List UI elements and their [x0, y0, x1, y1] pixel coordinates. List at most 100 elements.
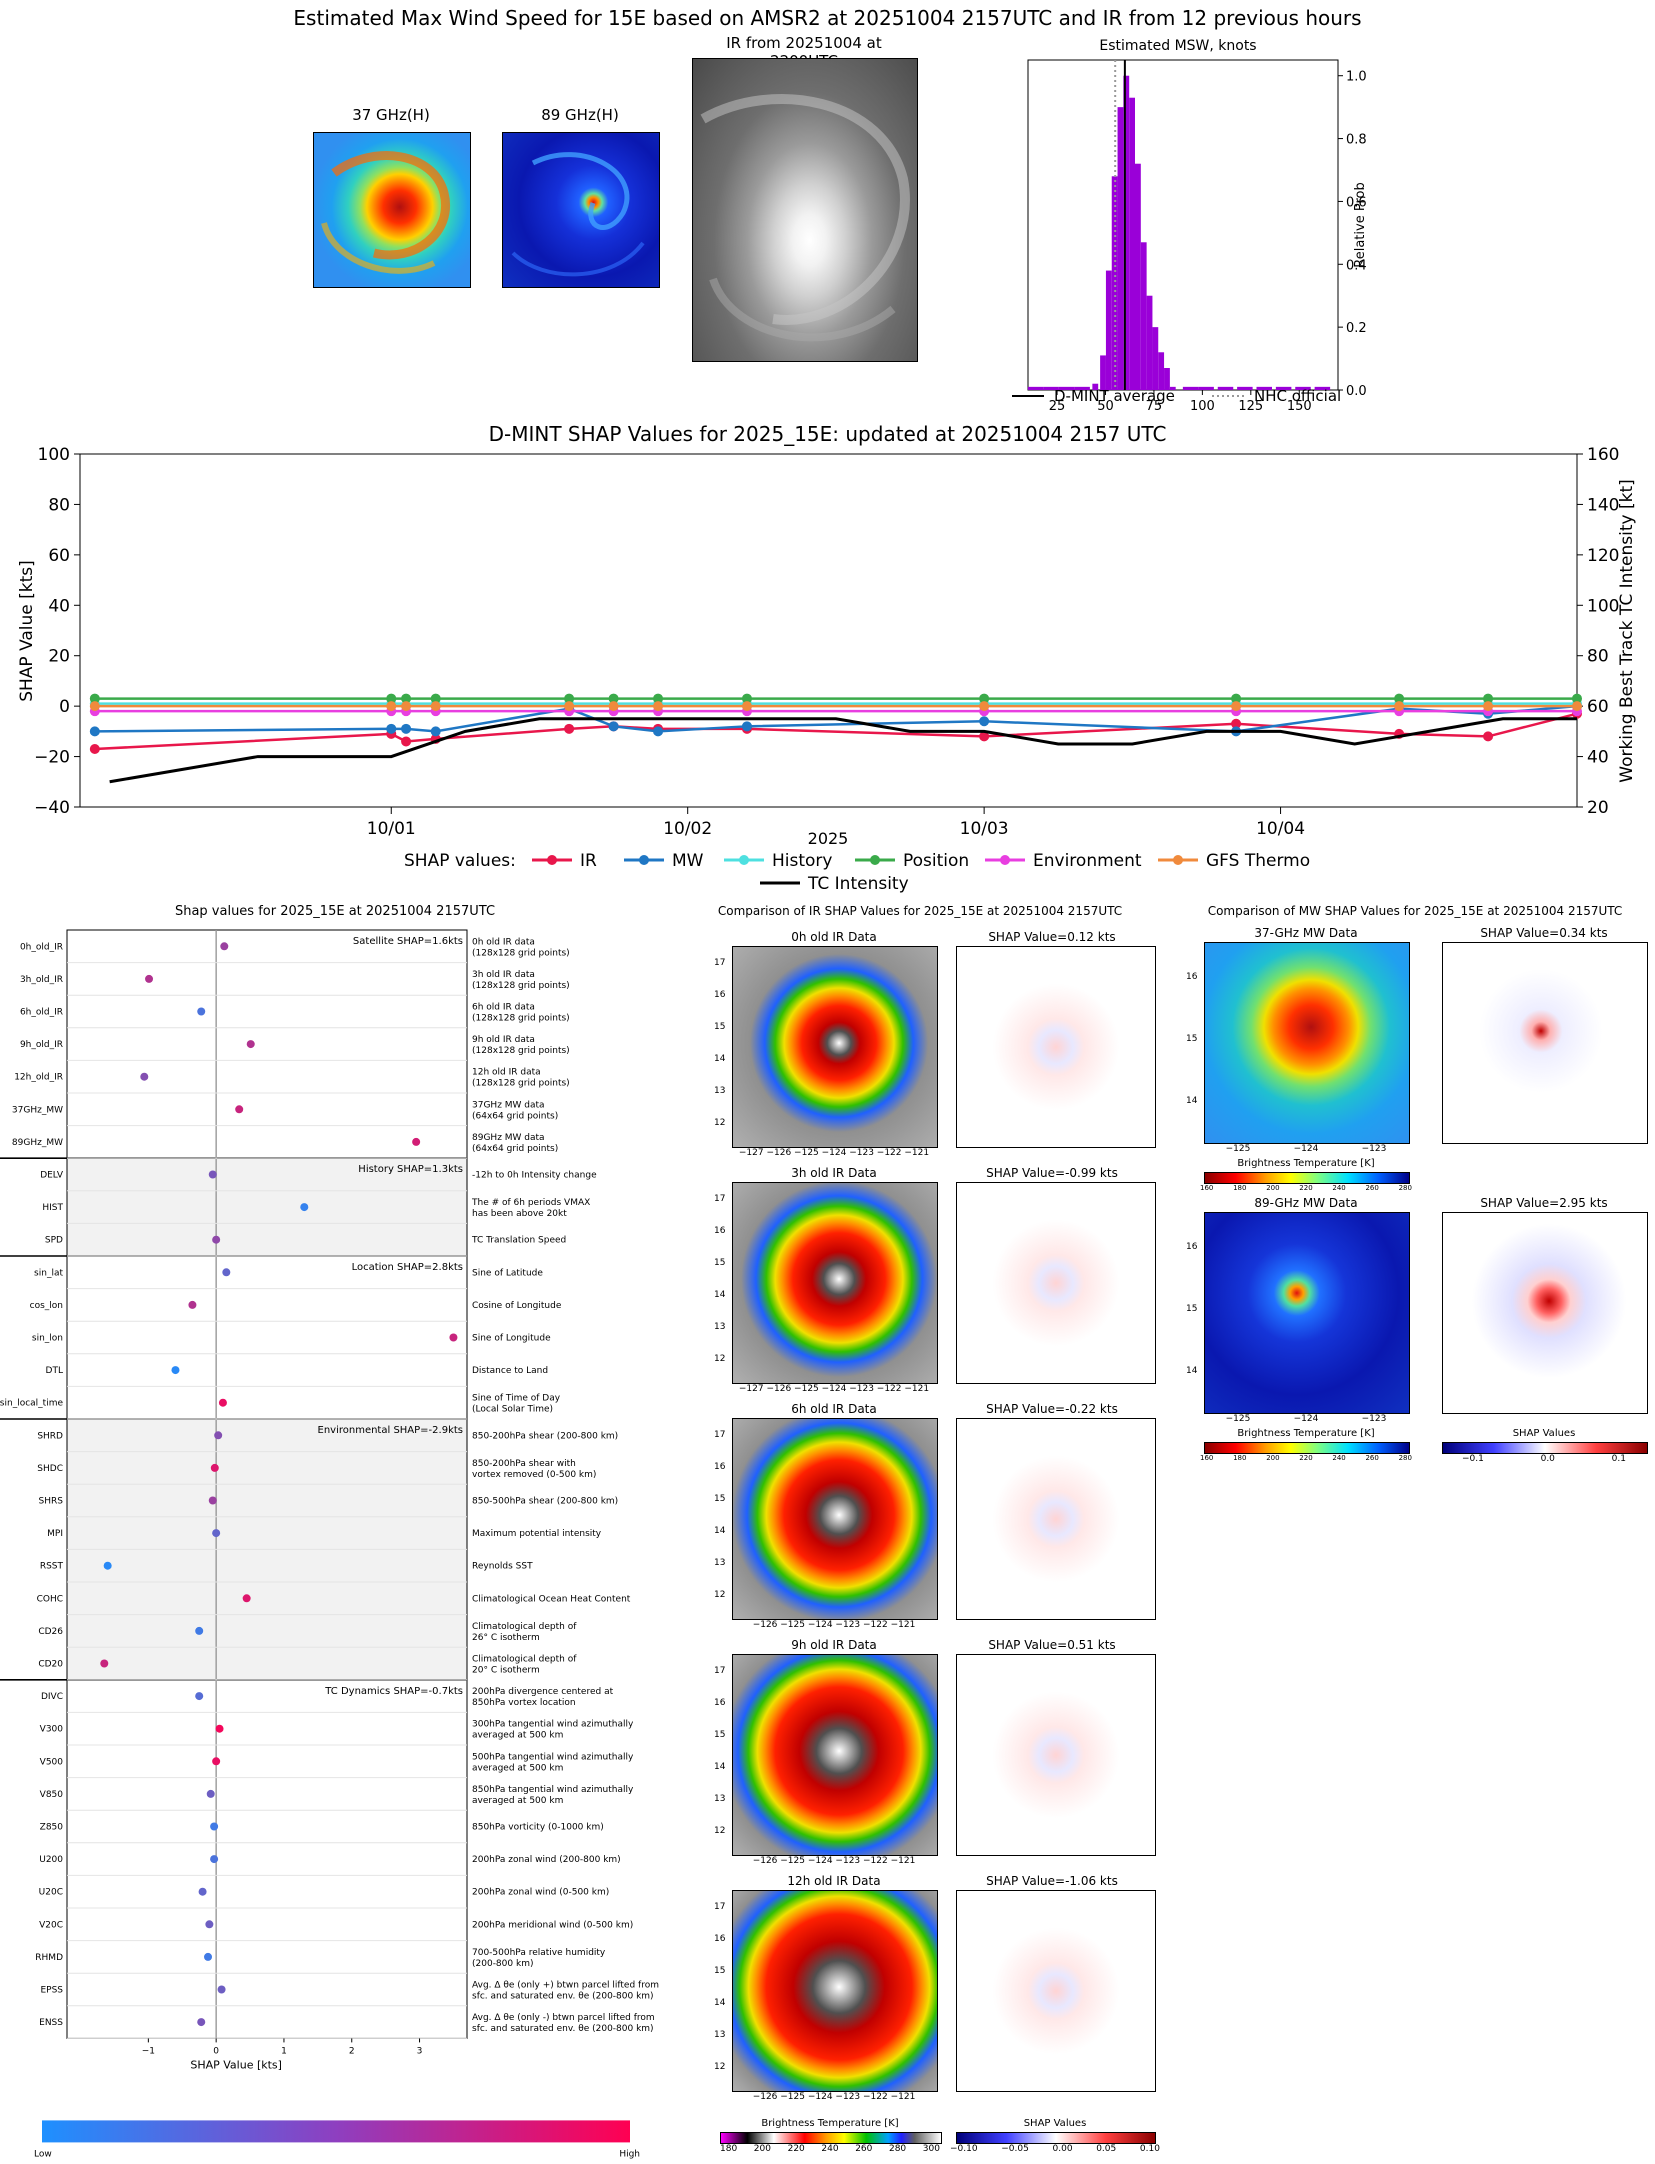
- ts-ytick-left-label: −40: [34, 798, 70, 818]
- mw-cbar-tick: 160: [1200, 1454, 1214, 1462]
- shap-feature-desc: (200-800 km): [472, 1959, 533, 1969]
- ir-ytick-label: 12: [714, 2062, 726, 2072]
- ir-ytick-label: 15: [714, 1258, 726, 1268]
- timeseries-frame: [79, 453, 1578, 808]
- ts-point-ir: [1483, 731, 1494, 742]
- ts-point-position: [1483, 693, 1494, 704]
- histogram-bar-0: [1027, 386, 1044, 390]
- ir-ytick-label: 16: [714, 1462, 726, 1472]
- shap-group-label: History SHAP=1.3kts: [358, 1164, 463, 1175]
- shap-feature-name: MPI: [47, 1529, 63, 1539]
- ir-ytick-label: 13: [714, 1086, 726, 1096]
- mw-cbar-ticks: 160 180 200 220 240 260 280: [1200, 1454, 1412, 1462]
- legend-nhc-label: NHC official: [1254, 387, 1341, 405]
- shap-feature-desc: Sine of Latitude: [472, 1268, 543, 1278]
- ts-ytick-left-label: 60: [48, 546, 70, 566]
- ts-line-tc-intensity: [109, 717, 1577, 784]
- shap-feature-name: V500: [40, 1757, 64, 1767]
- mw-cbar-tick: 260: [1365, 1454, 1379, 1462]
- shap-feature-desc: 9h old IR data: [472, 1035, 535, 1045]
- ts-ytick-left-label: 20: [48, 647, 70, 667]
- shap-feature-point: [300, 1203, 309, 1212]
- mw-panel-image: [1204, 942, 1410, 1144]
- shap-feature-name: RHMD: [35, 1953, 63, 1963]
- ir-cbar-tick: 260: [855, 2144, 873, 2154]
- ts-point-mw: [430, 726, 441, 737]
- ir-shap-label: SHAP Value=-1.06 kts: [986, 1874, 1118, 1888]
- shap-feature-name: sin_lon: [32, 1334, 63, 1344]
- shap-feature-name: SHRS: [39, 1497, 64, 1507]
- shap-feature-name: 6h_old_IR: [20, 1008, 63, 1018]
- shap-feature-point: [208, 1170, 217, 1179]
- shap-feature-desc: 850hPa vortex location: [472, 1698, 576, 1708]
- shap-feature-name: SHRD: [37, 1431, 63, 1441]
- ir-ytick-label: 15: [714, 1494, 726, 1504]
- histogram-bar-5: [1100, 355, 1106, 390]
- shap-feature-desc: -12h to 0h Intensity change: [472, 1171, 597, 1181]
- ts-point-gfs-thermo: [401, 701, 412, 712]
- ts-point-gfs-thermo: [386, 701, 397, 712]
- ts-point-position: [1231, 693, 1242, 704]
- ir-compare-row: 6h old IR Data SHAP Value=-0.22 kts 17 16 15…: [660, 1392, 1180, 1630]
- ir-shap-image: [956, 1182, 1156, 1384]
- histogram-bar-8: [1117, 107, 1124, 391]
- mw-shap-label: SHAP Value=2.95 kts: [1480, 1196, 1608, 1210]
- mw37-thumbnail: [313, 132, 471, 288]
- shap-feature-name: V20C: [39, 1920, 63, 1930]
- ts-ytick-right-label: 20: [1587, 798, 1609, 818]
- ir-shap-cbar-tick: 0.00: [1052, 2144, 1073, 2154]
- ir-ytick-label: 14: [714, 1054, 726, 1064]
- histogram-ytick-label: 0.6: [1346, 195, 1367, 210]
- ir-ytick-label: 16: [714, 1226, 726, 1236]
- mw-xtick: −125: [1225, 1414, 1251, 1424]
- ts-point-ir: [1231, 718, 1242, 729]
- shap-feature-desc: (64x64 grid points): [472, 1144, 558, 1154]
- shap-feature-desc: Climatological depth of: [472, 1622, 577, 1632]
- shap-feature-point: [171, 1366, 180, 1375]
- shap-feature-name: ENSS: [39, 2018, 63, 2028]
- ts-ytick-right-label: 100: [1587, 596, 1619, 616]
- shap-feature-name: Z850: [40, 1823, 64, 1833]
- histogram-frame: [1027, 59, 1339, 391]
- ir-panel-label: 3h old IR Data: [791, 1166, 877, 1180]
- ts-ytick-right-label: 40: [1587, 748, 1609, 768]
- mw37-spiral: [321, 151, 450, 274]
- mw-compare-title: Comparison of MW SHAP Values for 2025_15…: [1207, 904, 1623, 918]
- shap-feature-desc: averaged at 500 km: [472, 1731, 563, 1741]
- ts-point-gfs-thermo: [1231, 701, 1242, 712]
- shap-group-bg: [67, 1256, 467, 1419]
- shap-feature-name: 37GHz_MW: [12, 1105, 63, 1115]
- mw-ytick-label: 15: [1186, 1034, 1198, 1044]
- ir-shap-cbar-ticks: −0.10 −0.05 0.00 0.05 0.10: [950, 2144, 1160, 2154]
- ts-point-position: [430, 693, 441, 704]
- mw-cbar-tick: 280: [1398, 1184, 1412, 1192]
- shap-group-bg: [67, 930, 467, 1159]
- shap-feature-desc: 200hPa zonal wind (200-800 km): [472, 1855, 621, 1865]
- shap-feature-desc: 300hPa tangential wind azimuthally: [472, 1720, 634, 1730]
- page-title: Estimated Max Wind Speed for 15E based o…: [293, 6, 1362, 30]
- ir-thumbnail: [692, 58, 918, 362]
- ir-cbar-tick: 180: [720, 2144, 738, 2154]
- histogram-ytick-label: 0.4: [1346, 258, 1367, 273]
- ir-shap-image: [956, 1890, 1156, 2092]
- ir-shap-image: [956, 1418, 1156, 1620]
- ts-point-position: [608, 693, 619, 704]
- ir-cbar-tick: 220: [787, 2144, 805, 2154]
- shap-xtick-label: 2: [349, 2046, 355, 2056]
- timeseries-lines: [89, 693, 1582, 784]
- ts-ytick-left-label: 0: [59, 697, 70, 717]
- shap-feature-name: DIVC: [41, 1692, 63, 1702]
- shap-feature-desc: 26° C isotherm: [472, 1633, 540, 1643]
- ts-ytick-left-label: −20: [34, 748, 70, 768]
- mw-cbar: [1204, 1442, 1410, 1454]
- timeseries-ylabel-right: Working Best Track TC Intensity [kt]: [1617, 479, 1637, 783]
- ts-point-gfs-thermo: [1394, 701, 1405, 712]
- shap-feature-desc: Avg. Δ θe (only -) btwn parcel lifted fr…: [472, 2013, 655, 2023]
- shap-feature-name: SHDC: [37, 1464, 63, 1474]
- mw-cbar-tick: 180: [1233, 1184, 1247, 1192]
- shap-feature-point: [103, 1561, 112, 1570]
- ts-point-position: [401, 693, 412, 704]
- shap-feature-point: [212, 1757, 221, 1766]
- ts-point-position: [653, 693, 664, 704]
- shap-feature-name: HIST: [42, 1203, 63, 1213]
